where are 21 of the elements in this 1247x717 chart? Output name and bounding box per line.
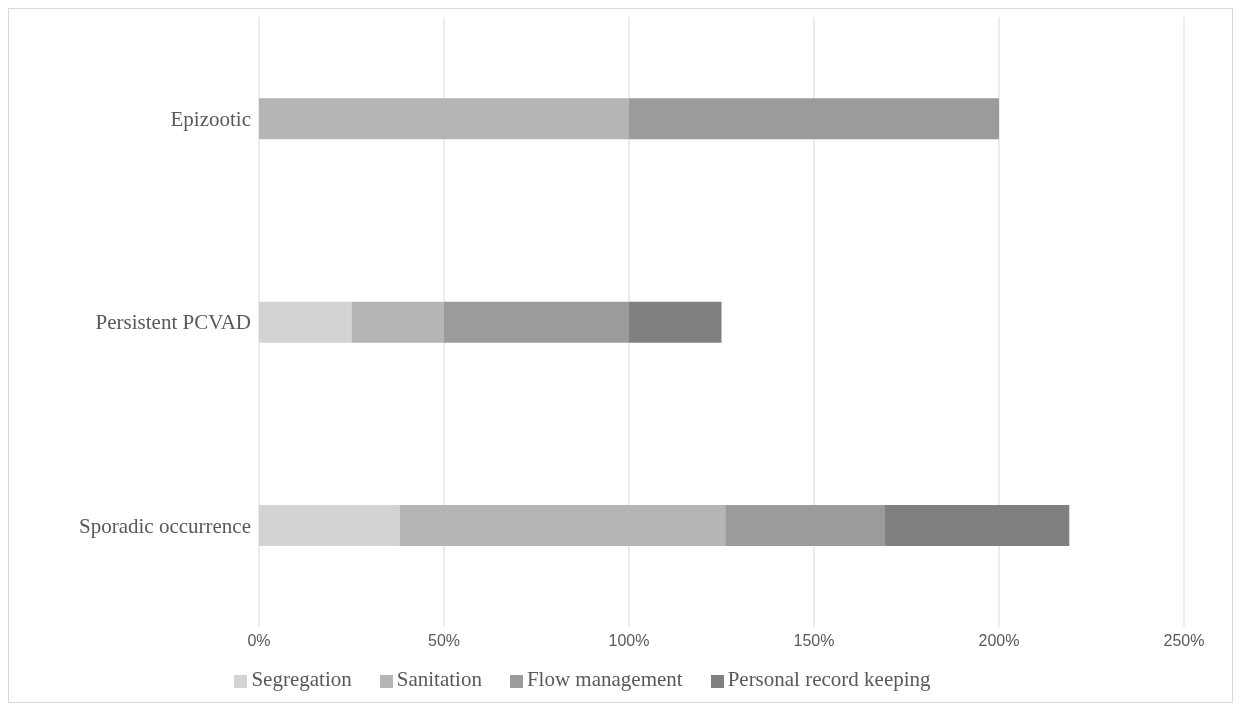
bar <box>351 301 444 343</box>
bar <box>629 98 999 140</box>
legend-label: Segregation <box>251 667 352 691</box>
x-tick-label: 0% <box>247 632 271 650</box>
bar <box>259 98 629 140</box>
legend-label: Personal record keeping <box>727 667 931 691</box>
legend-label: Sanitation <box>396 667 482 691</box>
x-tick-label: 150% <box>793 632 835 650</box>
bar <box>399 505 726 546</box>
x-tick-label: 200% <box>978 632 1020 650</box>
y-tick-label: Epizootic <box>170 107 251 132</box>
x-tick-label: 250% <box>1163 632 1205 650</box>
x-tick-label: 100% <box>608 632 650 650</box>
x-tick-label: 50% <box>427 632 461 650</box>
y-tick-label: Sporadic occurrence <box>79 513 251 538</box>
bar <box>725 505 885 546</box>
bar <box>629 301 722 343</box>
legend-label: Flow management <box>526 667 683 691</box>
bar <box>444 301 629 343</box>
y-tick-label: Persistent PCVAD <box>95 310 251 335</box>
bar <box>884 505 1070 546</box>
